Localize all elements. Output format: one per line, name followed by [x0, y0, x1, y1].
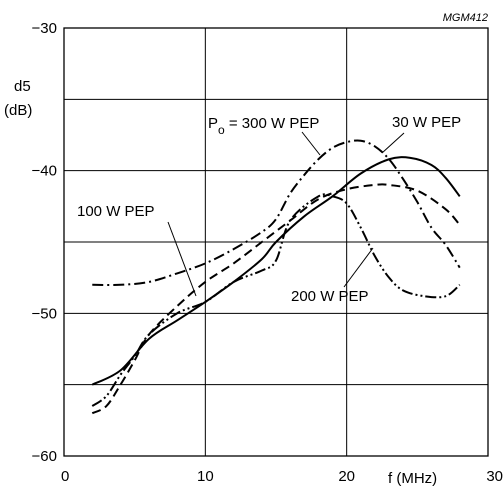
- series-line-300-w-pep: [92, 139, 461, 287]
- x-tick-labels: 0 10 20 30: [61, 468, 503, 485]
- label-200w: 200 W PEP: [291, 288, 369, 305]
- x-tick-label: 0: [61, 468, 69, 485]
- y-axis-label-line2: (dB): [4, 102, 32, 119]
- x-tick-label: 20: [338, 468, 355, 485]
- leader-100w: [167, 221, 197, 297]
- y-tick-label: −30: [32, 20, 57, 37]
- leader-300w: [301, 131, 321, 156]
- plot-frame: [63, 27, 489, 457]
- y-tick-labels: −60 −50 −40 −30: [32, 20, 57, 465]
- figure-code: MGM412: [443, 12, 488, 24]
- x-tick-label: 30: [486, 468, 503, 485]
- series-line-30-w-pep: [91, 156, 461, 386]
- y-axis-label-line1: d5: [14, 78, 31, 95]
- series-group: [91, 139, 461, 415]
- leader-30w: [381, 132, 405, 154]
- label-300w-rest: = 300 W PEP: [225, 115, 320, 132]
- label-300w-sub: o: [218, 123, 225, 137]
- label-300w-p: P: [208, 115, 218, 132]
- label-100w: 100 W PEP: [77, 203, 155, 220]
- x-tick-label: 10: [197, 468, 214, 485]
- series-line-100-w-pep: [91, 183, 461, 415]
- series-line-200-w-pep: [91, 193, 461, 407]
- y-tick-label: −50: [32, 305, 57, 322]
- y-tick-label: −60: [32, 448, 57, 465]
- label-30w: 30 W PEP: [392, 114, 461, 131]
- y-tick-label: −40: [32, 163, 57, 180]
- x-axis-label: f (MHz): [388, 470, 437, 487]
- leader-200w: [343, 247, 374, 288]
- label-300w: Po = 300 W PEP: [208, 115, 319, 137]
